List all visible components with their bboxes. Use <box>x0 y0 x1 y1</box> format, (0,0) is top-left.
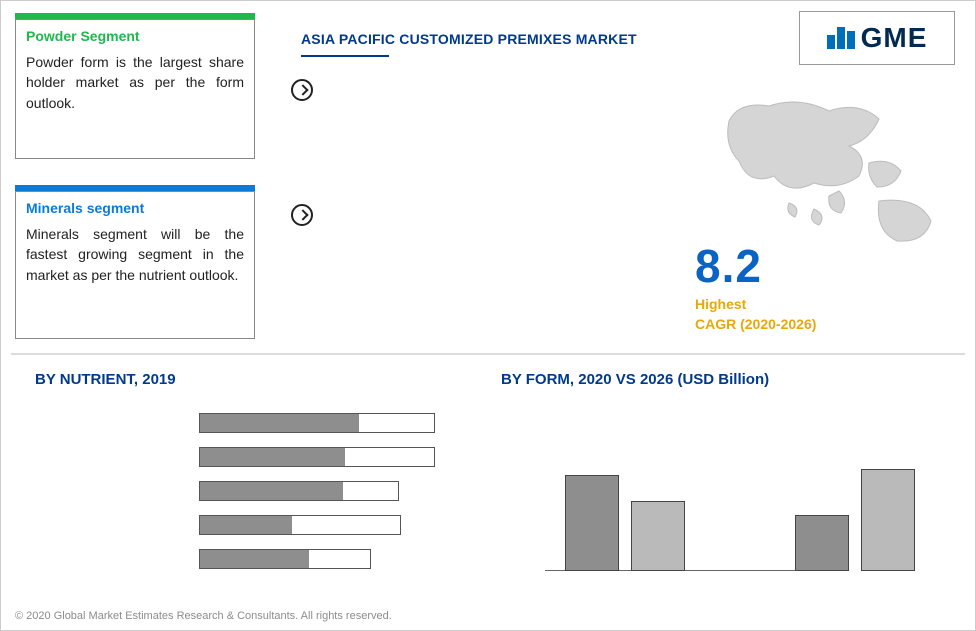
top-section: Powder Segment Powder form is the larges… <box>1 1 975 357</box>
footer-copyright: © 2020 Global Market Estimates Research … <box>15 610 392 622</box>
nutrient-chart <box>31 403 451 593</box>
logo-bar <box>837 27 845 49</box>
nutrient-bar <box>199 515 401 535</box>
form-chart <box>511 409 921 589</box>
card-minerals-body: Minerals segment will be the fastest gro… <box>26 224 244 285</box>
card-powder: Powder Segment Powder form is the larges… <box>15 19 255 159</box>
nutrient-bar <box>199 481 399 501</box>
section-divider <box>11 353 965 355</box>
page-title-underline <box>301 55 389 57</box>
card-minerals: Minerals segment Minerals segment will b… <box>15 191 255 339</box>
section-title-form: BY FORM, 2020 VS 2026 (USD Billion) <box>501 371 769 388</box>
card-powder-title: Powder Segment <box>26 28 244 44</box>
nutrient-bar <box>199 447 435 467</box>
card-powder-body: Powder form is the largest share holder … <box>26 52 244 113</box>
nutrient-bar-fill <box>200 516 292 534</box>
map-asia-pacific-icon <box>719 91 949 251</box>
nutrient-bar <box>199 549 371 569</box>
logo-bar <box>847 31 855 49</box>
card-minerals-title: Minerals segment <box>26 200 244 216</box>
cagr-label: Highest CAGR (2020-2026) <box>695 295 816 334</box>
form-bar <box>795 515 849 571</box>
brand-logo: GME <box>799 11 955 65</box>
nutrient-bar <box>199 413 435 433</box>
nutrient-bar-fill <box>200 482 343 500</box>
page-title: ASIA PACIFIC CUSTOMIZED PREMIXES MARKET <box>301 31 637 47</box>
form-bar <box>861 469 915 571</box>
cagr-label-line2: CAGR (2020-2026) <box>695 316 816 332</box>
chevron-right-icon <box>291 204 313 226</box>
form-bar <box>565 475 619 571</box>
brand-logo-text: GME <box>861 22 928 54</box>
cagr-label-line1: Highest <box>695 296 746 312</box>
nutrient-bar-fill <box>200 550 309 568</box>
form-bar <box>631 501 685 571</box>
bullet-list <box>291 79 313 329</box>
chevron-right-icon <box>291 79 313 101</box>
infographic-root: Powder Segment Powder form is the larges… <box>0 0 976 631</box>
logo-bars-icon <box>827 27 855 49</box>
nutrient-bar-fill <box>200 448 345 466</box>
section-title-nutrient: BY NUTRIENT, 2019 <box>35 371 176 388</box>
cagr-value: 8.2 <box>695 239 762 293</box>
logo-bar <box>827 35 835 49</box>
nutrient-bar-fill <box>200 414 359 432</box>
